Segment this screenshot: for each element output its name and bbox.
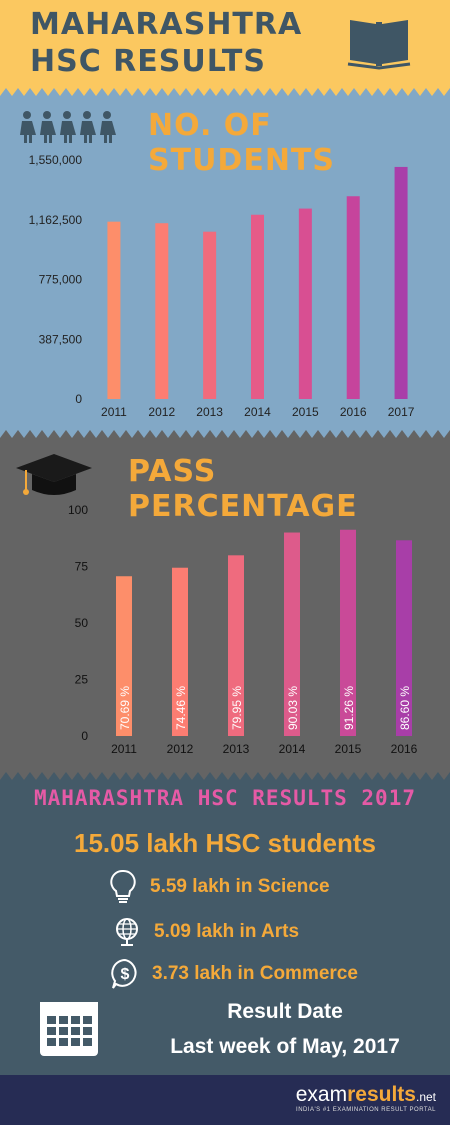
y-tick-label: 387,500 [39,332,83,346]
logo-part-exam: exam [295,1083,348,1106]
x-tick-label: 2012 [148,405,175,419]
people-icon [20,111,116,143]
y-tick-label: 25 [75,673,89,687]
bar [155,223,169,399]
stream-label: 3.73 lakh in Commerce [152,963,358,984]
summary-section: MAHARASHTRA HSC RESULTS 2017 15.05 lakh … [0,770,450,1075]
y-tick-label: 0 [81,729,88,743]
x-tick-label: 2015 [335,742,362,756]
y-tick-label: 100 [68,503,88,517]
x-tick-label: 2014 [279,742,306,756]
examresults-logo[interactable]: examresults.net INDIA'S #1 EXAMINATION R… [296,1083,436,1113]
dollar-icon: $ [111,958,137,989]
data-label: 86.60 % [398,686,412,730]
globe-icon [116,918,138,946]
title-line-1: MAHARASHTRA [30,7,303,42]
stream-arts: 5.09 lakh in Arts [112,916,299,948]
stream-label: 5.09 lakh in Arts [154,921,300,942]
stream-science: 5.59 lakh in Science [108,868,330,906]
footer: examresults.net INDIA'S #1 EXAMINATION R… [0,1075,450,1125]
bar [298,208,312,399]
y-tick-label: 50 [75,616,89,630]
title-line-2: HSC RESULTS [30,44,266,79]
y-tick-label: 75 [75,560,89,574]
x-tick-label: 2011 [101,405,127,419]
bar [228,555,244,736]
stream-commerce: $ 3.73 lakh in Commerce [110,958,358,990]
logo-tagline: INDIA'S #1 EXAMINATION RESULT PORTAL [296,1107,436,1113]
page-title: MAHARASHTRA HSC RESULTS [30,6,302,80]
result-date-label: Result Date [227,1000,343,1023]
data-label: 90.03 % [286,686,300,730]
pass-chart: 0 25 50 75 100 2011 70.69 % 2012 74.46 % 2013 79.9… [68,503,418,756]
data-label: 91.26 % [342,686,356,730]
bar [203,231,217,399]
stream-label: 5.59 lakh in Science [150,876,330,897]
bar [284,532,300,736]
bar [107,221,121,399]
bar [251,214,264,399]
svg-text:$: $ [121,966,130,983]
zigzag-divider [0,770,450,780]
logo-part-results: results [347,1083,416,1106]
zigzag-divider [0,428,450,438]
data-label: 79.95 % [230,686,244,730]
bar [172,567,188,736]
bar [340,529,356,736]
data-label: 74.46 % [174,686,188,730]
y-tick-label: 0 [75,392,82,406]
result-date-value: Last week of May, 2017 [170,1035,400,1058]
students-title: NO. OF STUDENTS [148,108,336,178]
x-tick-label: 2011 [111,742,137,756]
y-tick-label: 1,162,500 [29,213,83,227]
x-tick-label: 2014 [244,405,271,419]
students-chart: 0 387,500 775,000 1,162,500 1,550,000 2011 201… [29,153,415,419]
students-section: NO. OF STUDENTS 0 387,500 775,000 1,162,500… [0,86,450,428]
open-book-icon [347,20,411,70]
bar [116,576,132,736]
logo-part-net: .net [415,1090,436,1104]
header: MAHARASHTRA HSC RESULTS [0,0,450,94]
x-tick-label: 2015 [292,405,319,419]
x-tick-label: 2016 [391,742,418,756]
pass-title: PASS PERCENTAGE [128,454,358,524]
zigzag-divider [0,86,450,96]
bar [346,196,360,399]
summary-title: MAHARASHTRA HSC RESULTS 2017 [33,786,416,810]
calendar-icon [40,1002,98,1056]
x-tick-label: 2016 [340,405,367,419]
pass-section: PASS PERCENTAGE 0 25 50 75 100 2011 70.69 % 201… [0,428,450,770]
y-tick-label: 775,000 [39,273,83,287]
lightbulb-icon [110,869,136,903]
x-tick-label: 2017 [388,405,415,419]
bar [396,540,412,736]
total-students: 15.05 lakh HSC students [74,828,376,858]
graduation-cap-icon [16,454,92,495]
y-tick-label: 1,550,000 [29,153,83,167]
x-tick-label: 2013 [223,742,250,756]
bar [394,166,408,399]
data-label: 70.69 % [118,686,132,730]
x-tick-label: 2013 [196,405,223,419]
x-tick-label: 2012 [167,742,194,756]
